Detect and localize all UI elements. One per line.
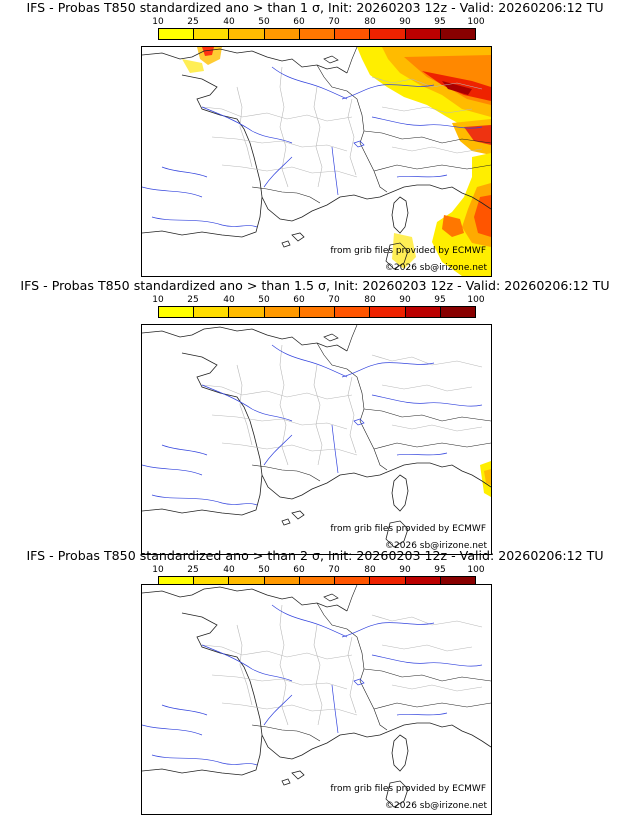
data-credit: from grib files provided by ECMWF [330, 784, 486, 794]
tick-label: 60 [293, 565, 305, 575]
colorbar-segment [370, 29, 406, 39]
tick-label: 10 [152, 17, 164, 27]
data-credit: from grib files provided by ECMWF [330, 524, 486, 534]
prob-area [392, 233, 416, 269]
prob-area [182, 59, 204, 73]
probability-map: from grib files provided by ECMWF ©2026 … [141, 584, 492, 815]
tick-label: 95 [434, 17, 446, 27]
map-panel-3: IFS - Probas T850 standardized ano > tha… [0, 548, 630, 818]
tick-label: 40 [223, 565, 235, 575]
tick-label: 60 [293, 295, 305, 305]
tick-label: 10 [152, 565, 164, 575]
tick-label: 100 [467, 295, 485, 305]
tick-label: 80 [364, 295, 376, 305]
map-panel-1: IFS - Probas T850 standardized ano > tha… [0, 0, 630, 277]
colorbar-segment [299, 307, 336, 317]
map-canvas [142, 325, 491, 548]
prob-area [202, 47, 214, 56]
tick-label: 40 [223, 295, 235, 305]
tick-label: 60 [293, 17, 305, 27]
tick-label: 100 [467, 17, 485, 27]
prob-area [474, 195, 491, 237]
prob-area [484, 469, 491, 485]
prob-area [464, 125, 491, 145]
colorbar [158, 306, 476, 318]
probability-map: from grib files provided by ECMWF ©2026 … [141, 324, 492, 555]
data-credit: from grib files provided by ECMWF [330, 246, 486, 256]
colorbar-segment [194, 29, 230, 39]
copyright-text: ©2026 sb@irizone.net [385, 263, 487, 273]
tick-label: 70 [328, 565, 340, 575]
tick-label: 25 [187, 295, 199, 305]
colorbar-segment [299, 29, 336, 39]
colorbar-segment [440, 577, 475, 587]
tick-label: 90 [399, 565, 411, 575]
colorbar-segment [264, 29, 300, 39]
tick-label: 70 [328, 17, 340, 27]
tick-label: 80 [364, 565, 376, 575]
tick-label: 25 [187, 565, 199, 575]
colorbar-segment [440, 307, 475, 317]
colorbar [158, 576, 476, 588]
colorbar-segment [405, 577, 441, 587]
tick-label: 95 [434, 565, 446, 575]
tick-label: 50 [258, 17, 270, 27]
tick-label: 10 [152, 295, 164, 305]
panel-title: IFS - Probas T850 standardized ano > tha… [20, 278, 610, 293]
colorbar-segment [405, 307, 441, 317]
panel-title: IFS - Probas T850 standardized ano > tha… [26, 548, 604, 563]
copyright-text: ©2026 sb@irizone.net [385, 541, 487, 551]
colorbar-ticks: 10 25 40 50 60 70 80 90 95 100 [0, 17, 630, 29]
copyright-text: ©2026 sb@irizone.net [385, 801, 487, 811]
colorbar-segment [194, 307, 230, 317]
tick-label: 70 [328, 295, 340, 305]
tick-label: 50 [258, 565, 270, 575]
probability-map: from grib files provided by ECMWF ©2026 … [141, 46, 492, 277]
colorbar-ticks: 10 25 40 50 60 70 80 90 95 100 [0, 295, 630, 307]
tick-label: 95 [434, 295, 446, 305]
map-canvas [142, 47, 491, 276]
colorbar-segment [229, 29, 265, 39]
colorbar-segment [159, 577, 195, 587]
colorbar-segment [370, 577, 406, 587]
map-panel-2: IFS - Probas T850 standardized ano > tha… [0, 278, 630, 555]
basemap [142, 325, 491, 548]
colorbar-segment [335, 29, 371, 39]
tick-label: 40 [223, 17, 235, 27]
colorbar-segment [335, 307, 371, 317]
tick-label: 80 [364, 17, 376, 27]
map-canvas [142, 585, 491, 808]
colorbar-segment [229, 577, 265, 587]
tick-label: 100 [467, 565, 485, 575]
colorbar-segment [264, 307, 300, 317]
colorbar-segment [440, 29, 475, 39]
colorbar-segment [299, 577, 336, 587]
colorbar-segment [194, 577, 230, 587]
tick-label: 25 [187, 17, 199, 27]
basemap [142, 585, 491, 808]
colorbar-segment [335, 577, 371, 587]
colorbar-segment [229, 307, 265, 317]
tick-label: 90 [399, 17, 411, 27]
colorbar-segment [264, 577, 300, 587]
tick-label: 50 [258, 295, 270, 305]
colorbar-segment [405, 29, 441, 39]
colorbar-segment [159, 307, 195, 317]
prob-area [432, 153, 491, 276]
prob-area [442, 215, 464, 237]
tick-label: 90 [399, 295, 411, 305]
panel-title: IFS - Probas T850 standardized ano > tha… [26, 0, 604, 15]
colorbar-ticks: 10 25 40 50 60 70 80 90 95 100 [0, 565, 630, 577]
colorbar-segment [370, 307, 406, 317]
colorbar-segment [159, 29, 195, 39]
colorbar [158, 28, 476, 40]
